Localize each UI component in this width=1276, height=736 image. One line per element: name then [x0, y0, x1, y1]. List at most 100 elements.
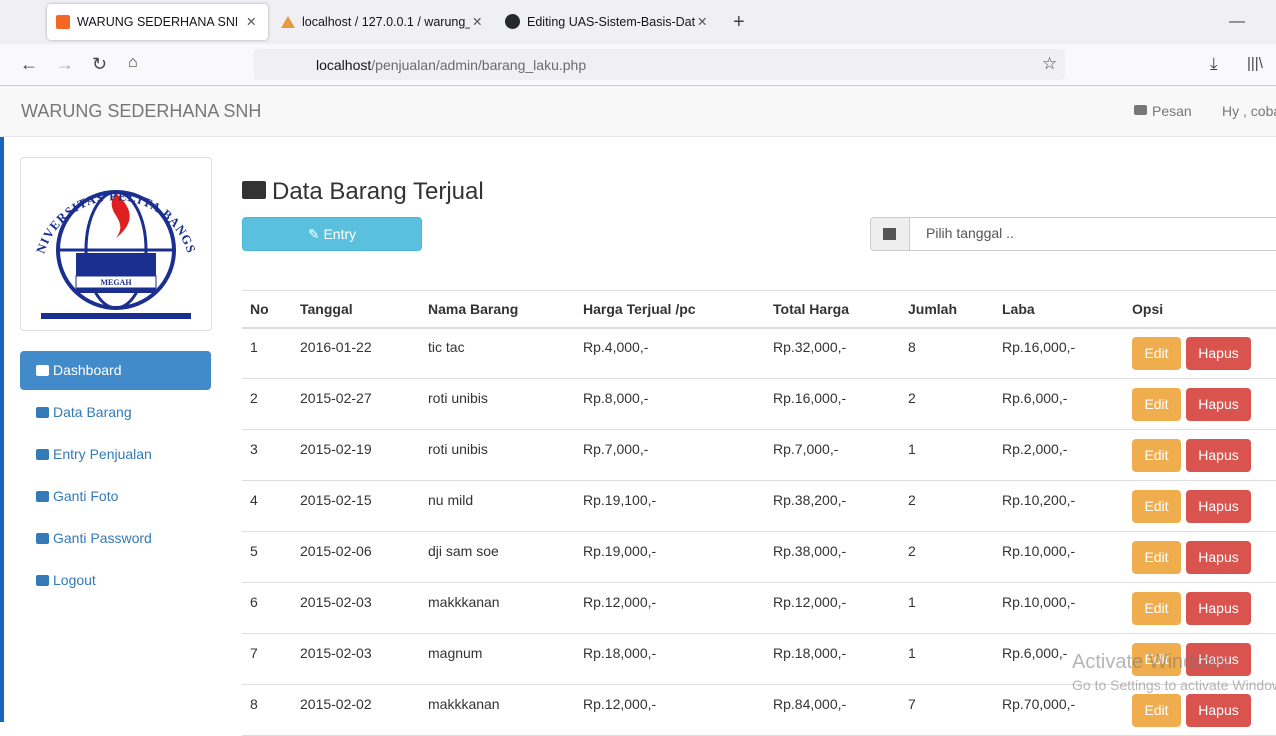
table-cell: Rp.4,000,- — [583, 339, 649, 355]
brand[interactable]: WARUNG SEDERHANA SNH — [21, 101, 262, 121]
minimize[interactable]: — — [1229, 13, 1245, 30]
row-divider — [242, 633, 1276, 634]
date-input[interactable] — [909, 217, 1276, 251]
row-divider — [242, 480, 1276, 481]
entry-label: Entry — [323, 226, 357, 242]
edit-button[interactable]: Edit — [1132, 643, 1181, 676]
table-cell: roti unibis — [428, 441, 488, 457]
url[interactable]: localhost/penjualan/admin/barang_laku.ph… — [316, 57, 586, 73]
table-cell: 1 — [908, 441, 916, 457]
table-cell: 2015-02-19 — [300, 441, 372, 457]
table-cell: 2 — [908, 492, 916, 508]
table-header: Total Harga — [773, 301, 849, 317]
delete-button[interactable]: Hapus — [1186, 643, 1251, 676]
delete-button[interactable]: Hapus — [1186, 337, 1251, 370]
table-cell: Rp.19,000,- — [583, 543, 657, 559]
table-cell: Rp.38,000,- — [773, 543, 847, 559]
table-cell: 1 — [250, 339, 258, 355]
date-placeholder: Pilih tanggal .. — [926, 225, 1014, 241]
calendar-icon — [883, 228, 896, 240]
menu-item[interactable]: Dashboard — [20, 351, 211, 390]
tab-title[interactable]: Editing UAS-Sistem-Basis-Data/ — [527, 15, 695, 29]
url-bar[interactable] — [254, 49, 1065, 80]
menu-item[interactable]: Logout — [53, 572, 96, 588]
table-cell: 5 — [250, 543, 258, 559]
menu-item[interactable]: Entry Penjualan — [53, 446, 152, 462]
table-cell: Rp.32,000,- — [773, 339, 847, 355]
table-cell: Rp.18,000,- — [773, 645, 847, 661]
table-cell: Rp.6,000,- — [1002, 390, 1068, 406]
edit-button[interactable]: Edit — [1132, 388, 1181, 421]
row-divider — [242, 684, 1276, 685]
table-cell: Rp.10,000,- — [1002, 594, 1076, 610]
table-border — [242, 290, 1276, 291]
calendar-addon[interactable] — [870, 217, 910, 251]
table-cell: Rp.16,000,- — [773, 390, 847, 406]
edit-button[interactable]: Edit — [1132, 490, 1181, 523]
delete-button[interactable]: Hapus — [1186, 439, 1251, 472]
table-cell: roti unibis — [428, 390, 488, 406]
table-cell: Rp.12,000,- — [583, 696, 657, 712]
table-cell: 2 — [908, 543, 916, 559]
table-header: No — [250, 301, 269, 317]
tab-close[interactable]: ✕ — [472, 15, 483, 29]
edit-button[interactable]: Edit — [1132, 439, 1181, 472]
table-cell: Rp.10,000,- — [1002, 543, 1076, 559]
active-tab[interactable] — [47, 4, 268, 40]
bookmark-star[interactable]: ☆ — [1042, 54, 1058, 73]
delete-button[interactable]: Hapus — [1186, 490, 1251, 523]
nav-link[interactable]: Pesan — [1152, 103, 1192, 119]
table-header: Jumlah — [908, 301, 958, 317]
menu-icon — [36, 491, 49, 502]
table-cell: 2015-02-15 — [300, 492, 372, 508]
new-tab[interactable]: + — [733, 11, 745, 33]
table-cell: 2015-02-03 — [300, 645, 372, 661]
nav-link[interactable]: Hy , coba — [1222, 103, 1276, 119]
menu-item[interactable]: Ganti Password — [53, 530, 152, 546]
table-cell: makkkanan — [428, 696, 500, 712]
table-cell: 2015-02-06 — [300, 543, 372, 559]
menu-item[interactable]: Ganti Foto — [53, 488, 119, 504]
table-cell: 7 — [908, 696, 916, 712]
table-cell: Rp.18,000,- — [583, 645, 657, 661]
tab-title[interactable]: localhost / 127.0.0.1 / warung_s — [302, 15, 470, 29]
table-cell: 2 — [908, 390, 916, 406]
tab-icon — [505, 14, 520, 29]
delete-button[interactable]: Hapus — [1186, 541, 1251, 574]
downloads[interactable]: ⤓ — [1210, 54, 1218, 73]
back[interactable]: ← — [20, 54, 38, 74]
table-cell: dji sam soe — [428, 543, 499, 559]
url-path: /penjualan/admin/barang_laku.php — [371, 57, 587, 73]
forward[interactable]: → — [56, 54, 74, 74]
tab-close[interactable]: ✕ — [697, 15, 708, 29]
delete-button[interactable]: Hapus — [1186, 388, 1251, 421]
menu-icon — [36, 533, 49, 544]
delete-button[interactable]: Hapus — [1186, 694, 1251, 727]
entry-button[interactable]: ✎ Entry — [242, 217, 422, 251]
tab-title[interactable]: WARUNG SEDERHANA SNH — [77, 15, 237, 29]
table-cell: 2015-02-27 — [300, 390, 372, 406]
row-divider — [242, 531, 1276, 532]
reload[interactable]: ↻ — [92, 54, 108, 74]
table-header: Tanggal — [300, 301, 353, 317]
table-cell: 6 — [250, 594, 258, 610]
edit-button[interactable]: Edit — [1132, 592, 1181, 625]
table-cell: 1 — [908, 594, 916, 610]
tab-icon — [56, 15, 70, 29]
edit-button[interactable]: Edit — [1132, 337, 1181, 370]
menu-item[interactable]: Data Barang — [53, 404, 132, 420]
home[interactable]: ⌂ — [128, 54, 138, 71]
menu-icon — [36, 407, 49, 418]
edit-button[interactable]: Edit — [1132, 541, 1181, 574]
watermark: Activate Windows — [1072, 651, 1230, 673]
logo: MEGAH UNIVERSITAS PELITA BANGSA — [16, 147, 198, 319]
table-cell: Rp.84,000,- — [773, 696, 847, 712]
delete-button[interactable]: Hapus — [1186, 592, 1251, 625]
table-cell: makkkanan — [428, 594, 500, 610]
table-cell: Rp.12,000,- — [773, 594, 847, 610]
tab-close[interactable]: ✕ — [246, 15, 257, 29]
table-cell: 7 — [250, 645, 258, 661]
library[interactable]: |||\ — [1247, 55, 1263, 72]
edit-button[interactable]: Edit — [1132, 694, 1181, 727]
